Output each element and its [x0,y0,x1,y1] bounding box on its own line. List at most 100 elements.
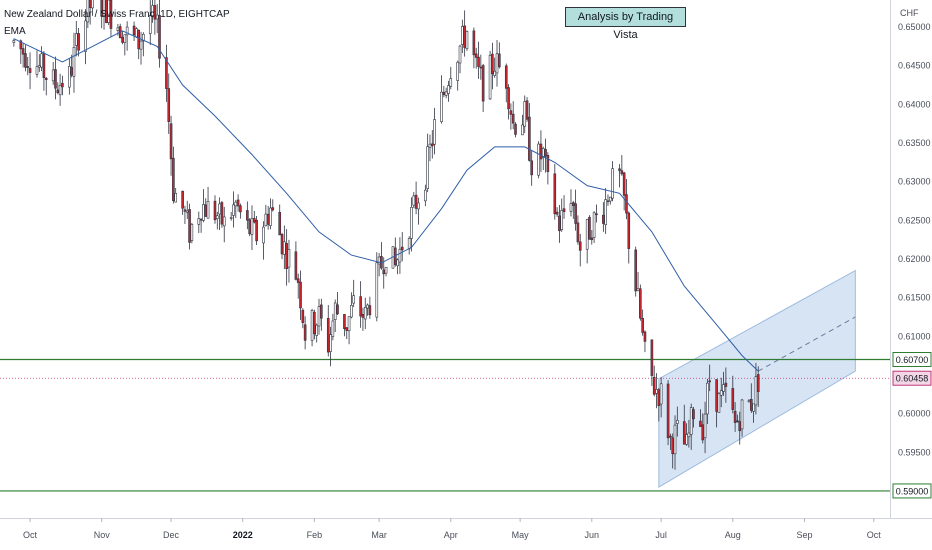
current-price-badge [892,370,932,386]
candle-body [155,14,159,20]
candle-body [301,309,305,323]
candle-body [44,78,48,80]
candle-body [442,91,446,95]
time-tick-label: May [512,530,530,540]
candle-body [703,413,707,439]
candle-body [185,210,189,213]
price-tick-label: 0.64000 [898,99,931,109]
candle-body [213,200,217,221]
time-tick-label: Jun [585,530,600,540]
candle-body [692,409,695,420]
candle-body [491,53,494,74]
candle-body [620,170,624,175]
candle-body [86,0,90,23]
candle-body [368,305,372,316]
level-badge-label: 0.60700 [896,355,929,365]
candle-body [643,331,647,342]
candle-body [206,201,210,219]
candle-body [135,28,138,38]
candle-body [232,204,235,216]
candle-body [608,196,612,202]
candle-body [336,304,339,315]
candle-body [329,334,332,352]
candle-body [107,0,110,23]
candle-body [167,88,171,122]
candle-body [641,318,644,333]
candle-body [604,199,607,225]
price-tick-label: 0.63500 [898,138,931,148]
candle-body [246,210,249,221]
candle-body [706,382,709,415]
candle-body [384,266,388,274]
candle-body [320,304,323,319]
candle-body [724,382,728,387]
candle-body [116,27,120,31]
candle-body [417,202,420,210]
candle-body [722,384,725,392]
candle-body [521,124,524,136]
price-currency-label: CHF [900,8,919,18]
candle-body [169,123,173,160]
candle-body [70,67,73,76]
candle-body [264,213,268,226]
candle-body [331,320,335,337]
candle-body [447,85,450,94]
price-tick-label: 0.63000 [898,177,931,187]
candle-body [188,209,191,243]
candle-body [345,327,349,331]
candle-body [102,0,106,16]
level-badge [892,483,932,499]
candle-body [153,5,157,20]
candle-body [174,193,177,203]
candle-body [183,209,187,212]
candle-body [285,243,288,269]
candle-body [430,143,434,147]
candle-body [35,66,39,75]
candle-body [708,380,711,383]
candle-body [315,324,319,336]
time-tick-label: Nov [94,530,111,540]
candle-body [287,249,291,268]
candle-body [218,203,221,215]
candle-body [618,168,621,171]
candle-body [754,376,758,406]
analysis-annotation: Analysis by Trading Vista [565,7,686,41]
candle-body [731,388,735,410]
candle-body [132,25,136,36]
candle-body [204,204,208,217]
candle-body [236,199,240,207]
candle-body [699,420,702,427]
candle-body [158,14,161,59]
candle-body [738,421,742,432]
candle-body [585,219,589,250]
axes: CHF [0,0,932,519]
candle-body [539,143,543,160]
candle-body [479,66,483,69]
candle-body [602,214,605,224]
candle-body [54,69,57,89]
candle-body [121,37,124,43]
candle-body [139,40,143,50]
candle-body [21,48,25,55]
candle-body [463,25,466,48]
candle-body [234,201,238,207]
candle-body [190,224,194,241]
candle-body [752,403,755,412]
candle-body [142,33,145,42]
candle-body [424,189,427,202]
candle-body [676,420,679,424]
candle-body [24,53,27,68]
candle-body [650,339,654,376]
candle-body [433,119,436,145]
candle-body [671,437,675,455]
candle-body [636,288,640,292]
candle-body [250,217,254,235]
candle-body [562,208,566,212]
candle-body [296,278,300,283]
candle-body [40,53,43,68]
candle-body [504,65,508,89]
candle-body [109,0,113,29]
candle-body [569,203,573,212]
candle-body [100,0,104,17]
candle-body [58,85,62,96]
